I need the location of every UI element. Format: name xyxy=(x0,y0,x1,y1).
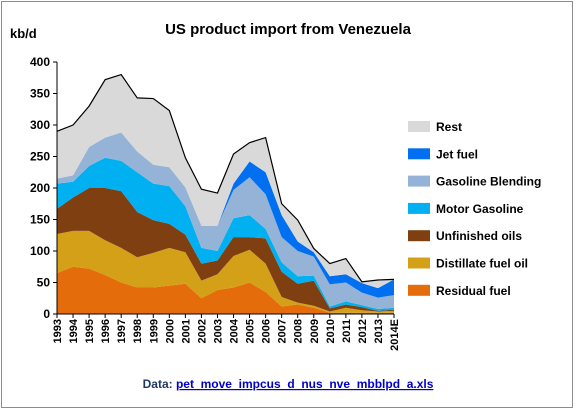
legend-label-rest: Rest xyxy=(436,120,462,134)
x-tick-label: 2005 xyxy=(245,319,257,343)
x-tick-label: 2002 xyxy=(196,319,208,343)
y-tick-label: 350 xyxy=(30,87,50,101)
legend-swatch-unfinished-oils xyxy=(408,230,430,242)
legend-label-residual-fuel: Residual fuel xyxy=(436,284,511,298)
legend-swatch-motor-gasoline xyxy=(408,202,430,214)
chart-title: US product import from Venezuela xyxy=(165,21,412,38)
y-tick-label: 300 xyxy=(30,118,50,132)
legend-swatch-rest xyxy=(408,121,430,132)
y-tick-label: 150 xyxy=(30,213,50,227)
legend-label-distillate-fuel-oil: Distillate fuel oil xyxy=(436,257,528,271)
x-tick-label: 1995 xyxy=(84,319,96,343)
stacked-areas xyxy=(57,74,394,314)
x-tick-label: 2006 xyxy=(261,319,273,343)
y-tick-label: 100 xyxy=(30,244,50,258)
y-tick-label: 200 xyxy=(30,181,50,195)
total-outline xyxy=(56,73,395,283)
x-tick-label: 1994 xyxy=(68,318,80,343)
x-tick-label: 2008 xyxy=(293,319,305,343)
area-residual-fuel xyxy=(57,266,394,314)
data-source-link[interactable]: pet_move_impcus_d_nus_nve_mbblpd_a.xls xyxy=(176,377,434,391)
x-tick-label: 1997 xyxy=(116,319,128,343)
y-tick-label: 250 xyxy=(30,150,50,164)
x-tick-label: 2003 xyxy=(212,319,224,343)
legend-swatch-gasoline-blending xyxy=(408,175,430,187)
x-tick-label: 1998 xyxy=(132,319,144,343)
y-axis-unit-label: kb/d xyxy=(10,26,37,41)
legend-label-gasoline-blending: Gasoline Blending xyxy=(436,175,541,189)
legend: Rest Jet fuel Gasoline Blending Motor Gasol… xyxy=(408,120,541,298)
x-tick-label: 2013 xyxy=(373,319,385,343)
legend-label-unfinished-oils: Unfinished oils xyxy=(436,229,522,243)
area-unfinished-oils xyxy=(57,188,394,312)
data-source-prefix: Data: xyxy=(143,377,176,391)
x-tick-label: 2011 xyxy=(341,319,353,343)
x-tick-label: 1993 xyxy=(52,319,64,343)
x-tick-label: 1996 xyxy=(100,319,112,343)
legend-swatch-jet-fuel xyxy=(408,148,430,160)
x-tick-label: 2001 xyxy=(180,319,192,343)
x-tick-label: 2012 xyxy=(357,319,369,343)
y-tick-label: 0 xyxy=(43,307,50,321)
x-tick-label: 2004 xyxy=(229,318,241,343)
y-tick-label: 50 xyxy=(37,276,51,290)
x-tick-label: 2014E xyxy=(389,319,401,351)
legend-swatch-residual-fuel xyxy=(408,284,430,296)
y-tick-label: 400 xyxy=(30,55,50,69)
legend-swatch-distillate-fuel-oil xyxy=(408,257,430,269)
legend-label-motor-gasoline: Motor Gasoline xyxy=(436,202,524,216)
area-rest xyxy=(57,74,394,289)
x-tick-label: 2007 xyxy=(277,319,289,343)
chart-canvas: US product import from Venezuela kb/d 0 5… xyxy=(10,21,541,391)
x-tick-label: 2000 xyxy=(164,319,176,343)
area-distillate-fuel-oil xyxy=(57,230,394,313)
area-gasoline-blending xyxy=(57,132,394,309)
legend-label-jet-fuel: Jet fuel xyxy=(436,147,478,161)
x-tick-label: 1999 xyxy=(148,319,160,343)
x-tick-label: 2009 xyxy=(309,319,321,343)
total-line xyxy=(56,73,395,283)
area-motor-gasoline xyxy=(57,157,394,311)
x-axis-ticks: 1993 1994 1995 1996 1997 1998 1999 2000 2001 2002… xyxy=(52,314,401,351)
x-tick-label: 2010 xyxy=(325,319,337,343)
data-source: Data: pet_move_impcus_d_nus_nve_mbblpd_a… xyxy=(143,377,434,391)
y-axis-ticks: 0 50 100 150 200 250 300 350 400 xyxy=(30,55,57,321)
